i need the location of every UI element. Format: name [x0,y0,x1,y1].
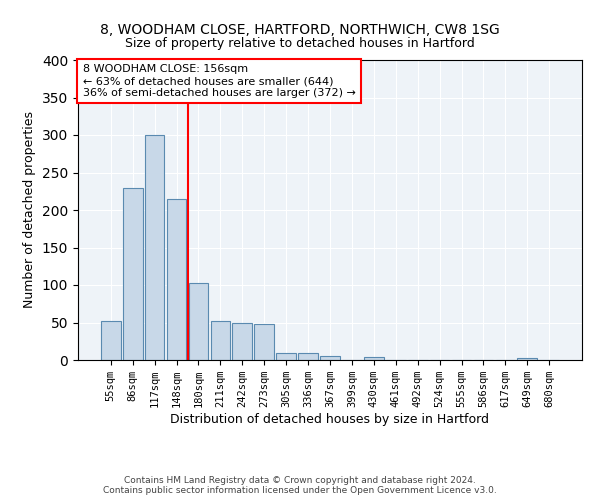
Bar [254,324,274,360]
X-axis label: Distribution of detached houses by size in Hartford: Distribution of detached houses by size … [170,413,490,426]
Text: 8 WOODHAM CLOSE: 156sqm
← 63% of detached houses are smaller (644)
36% of semi-d: 8 WOODHAM CLOSE: 156sqm ← 63% of detache… [83,64,356,98]
Text: Contains HM Land Registry data © Crown copyright and database right 2024.
Contai: Contains HM Land Registry data © Crown c… [103,476,497,495]
Text: 8, WOODHAM CLOSE, HARTFORD, NORTHWICH, CW8 1SG: 8, WOODHAM CLOSE, HARTFORD, NORTHWICH, C… [100,22,500,36]
Bar [298,353,318,360]
Bar [211,321,230,360]
Bar [320,356,340,360]
Bar [101,321,121,360]
Bar [123,188,143,360]
Text: Size of property relative to detached houses in Hartford: Size of property relative to detached ho… [125,38,475,51]
Bar [517,358,537,360]
Bar [188,283,208,360]
Bar [276,353,296,360]
Bar [364,357,384,360]
Bar [145,135,164,360]
Y-axis label: Number of detached properties: Number of detached properties [23,112,37,308]
Bar [167,198,187,360]
Bar [232,322,252,360]
